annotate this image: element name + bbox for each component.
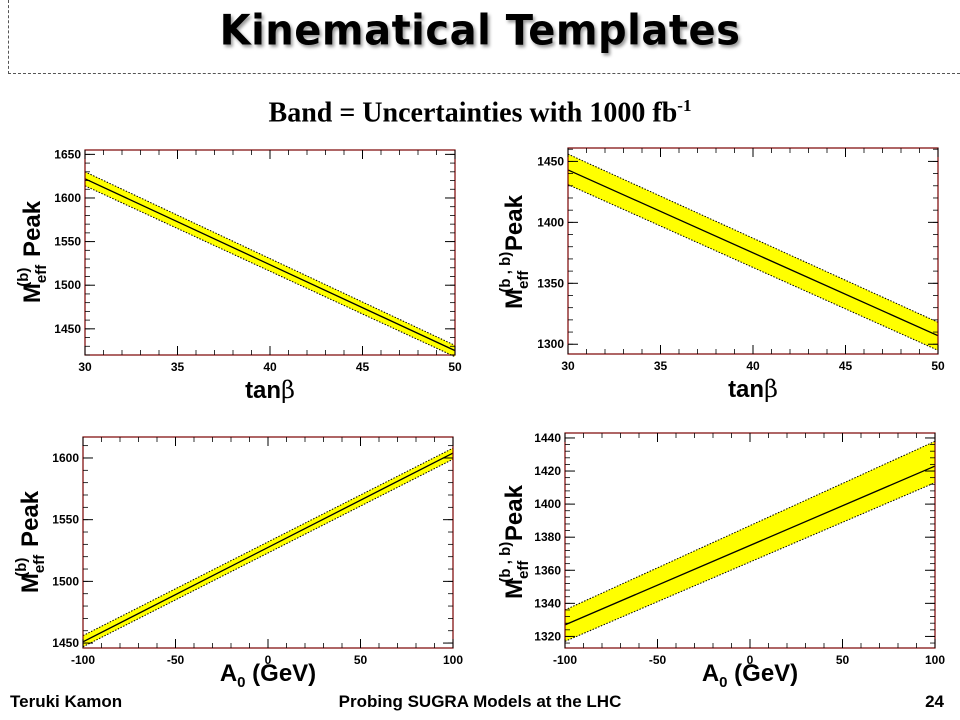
chart2-x-tick-label: 45: [839, 359, 853, 373]
chart4-y-tick-label: 1380: [534, 530, 561, 544]
chart3-y-tick-label: 1450: [52, 636, 79, 650]
subtitle-superscript: -1: [677, 96, 692, 115]
chart2-x-tick-label: 50: [931, 359, 945, 373]
chart2-y-tick-label: 1400: [537, 215, 564, 229]
chart1-x-axis-label: tanβ: [245, 376, 295, 404]
chart4-y-axis-label-main: M: [501, 579, 528, 599]
chart4-x-tick-label: 0: [747, 653, 754, 667]
chart2-y-tick-label: 1350: [537, 276, 564, 290]
chart3-band-lower-edge: [82, 458, 454, 648]
chart3-x-tick-label: 50: [354, 653, 368, 667]
chart2-y-axis-label-sup: (b , b): [497, 252, 514, 293]
chart1-y-tick-label: 1550: [54, 235, 81, 249]
chart3-x-tick-label: -50: [167, 653, 185, 667]
chart1-y-tick-label: 1500: [54, 278, 81, 292]
chart3-x-axis-label-sub: 0: [237, 674, 245, 691]
chart4-x-tick-label: 50: [836, 653, 850, 667]
chart4-x-axis-label: A0 (GeV): [702, 660, 798, 691]
chart4-y-tick-label: 1400: [534, 497, 561, 511]
chart2-y-axis-label-word: Peak: [501, 194, 528, 257]
chart1-x-tick-label: 45: [356, 360, 370, 374]
chart2-x-tick-label: 30: [561, 359, 575, 373]
chart4-x-axis-label-sub: 0: [719, 674, 727, 691]
chart2-x-tick-label: 35: [654, 359, 668, 373]
chart4-uncertainty-band: [565, 441, 935, 642]
chart4-band-lower-edge: [564, 482, 936, 642]
chart3-y-tick-label: 1600: [52, 451, 79, 465]
chart1-x-axis-label-main: tan: [245, 377, 281, 404]
chart1-y-tick-label: 1650: [54, 147, 81, 161]
chart2-y-axis-label: Meff(b , b) Peak: [497, 194, 532, 309]
chart2-y-axis-label-main: M: [501, 289, 528, 309]
chart3-band-upper-edge: [82, 447, 454, 637]
chart1-y-axis-label-main: M: [19, 283, 46, 303]
chart4-x-tick-label: -100: [553, 653, 577, 667]
chart2-central-line: [567, 169, 939, 337]
chart4-x-axis-label-main: A: [702, 660, 719, 687]
chart3-y-tick-label: 1550: [52, 513, 79, 527]
chart3-y-tick-label: 1500: [52, 574, 79, 588]
chart4-y-tick-label: 1440: [534, 431, 561, 445]
chart3-y-axis-label-sup: (b): [13, 558, 30, 577]
chart1-y-axis-label-word: Peak: [19, 200, 46, 263]
footer-title: Probing SUGRA Models at the LHC: [338, 692, 622, 711]
chart2-x-axis-label-greek: β: [764, 375, 778, 403]
chart3-x-axis-label-unit: (GeV): [246, 660, 317, 687]
chart3-x-tick-label: -100: [71, 653, 95, 667]
chart3-x-axis-label-main: A: [220, 660, 237, 687]
chart3-y-axis-label: Meff(b) Peak: [13, 490, 48, 593]
chart3-x-axis-label: A0 (GeV): [220, 660, 316, 691]
chart2-x-axis-label-main: tan: [728, 376, 764, 403]
chart3-central-line: [82, 452, 454, 643]
chart1-x-tick-label: 50: [448, 360, 462, 374]
chart1-x-tick-label: 30: [78, 360, 92, 374]
chart4-x-tick-label: 100: [925, 653, 945, 667]
slide-subtitle: Band = Uncertainties with 1000 fb-1: [0, 96, 960, 129]
chart2-y-axis-label-sub: eff: [515, 270, 532, 289]
chart1-y-tick-label: 1450: [54, 322, 81, 336]
chart4-y-axis-label-sup: (b , b): [497, 542, 514, 583]
chart1-central-line: [84, 178, 456, 352]
chart1-band-upper-edge: [84, 171, 456, 346]
chart1-y-axis-label-sub: eff: [33, 264, 50, 283]
chart1-y-axis-label-sup: (b): [15, 268, 32, 287]
chart1-band-lower-edge: [84, 185, 456, 358]
subtitle-text: Band = Uncertainties with 1000 fb: [268, 97, 678, 129]
chart2-y-tick-label: 1450: [537, 154, 564, 168]
chart2-x-tick-label: 40: [746, 359, 760, 373]
chart1-y-tick-label: 1600: [54, 191, 81, 205]
chart3-x-tick-label: 0: [265, 653, 272, 667]
page-number: 24: [925, 692, 944, 711]
chart1-x-tick-label: 40: [263, 360, 277, 374]
chart1-x-axis-label-greek: β: [281, 376, 295, 404]
chart4-central-line: [564, 465, 936, 626]
chart3-y-axis-label-word: Peak: [17, 490, 44, 553]
chart4-y-axis-label-word: Peak: [501, 484, 528, 547]
chart4-x-tick-label: -50: [649, 653, 667, 667]
footer-author: Teruki Kamon: [10, 692, 123, 711]
chart3-y-axis-label-main: M: [17, 573, 44, 593]
chart4-x-axis-label-unit: (GeV): [728, 660, 799, 687]
chart1-y-axis-label: Meff(b) Peak: [15, 200, 50, 303]
chart4-y-axis-label-sub: eff: [515, 560, 532, 579]
chart2-x-axis-label: tanβ: [728, 375, 778, 403]
chart3-y-axis-label-sub: eff: [31, 554, 48, 573]
chart4-y-tick-label: 1420: [534, 464, 561, 478]
chart4-y-tick-label: 1360: [534, 563, 561, 577]
chart1-x-tick-label: 35: [171, 360, 185, 374]
chart2-y-tick-label: 1300: [537, 337, 564, 351]
slide-frame: [8, 0, 960, 74]
chart4-y-axis-label: Meff(b , b) Peak: [497, 484, 532, 599]
slide-title: Kinematical Templates: [219, 6, 741, 56]
chart4-y-tick-label: 1340: [534, 596, 561, 610]
chart4-y-tick-label: 1320: [534, 629, 561, 643]
chart3-x-tick-label: 100: [443, 653, 463, 667]
